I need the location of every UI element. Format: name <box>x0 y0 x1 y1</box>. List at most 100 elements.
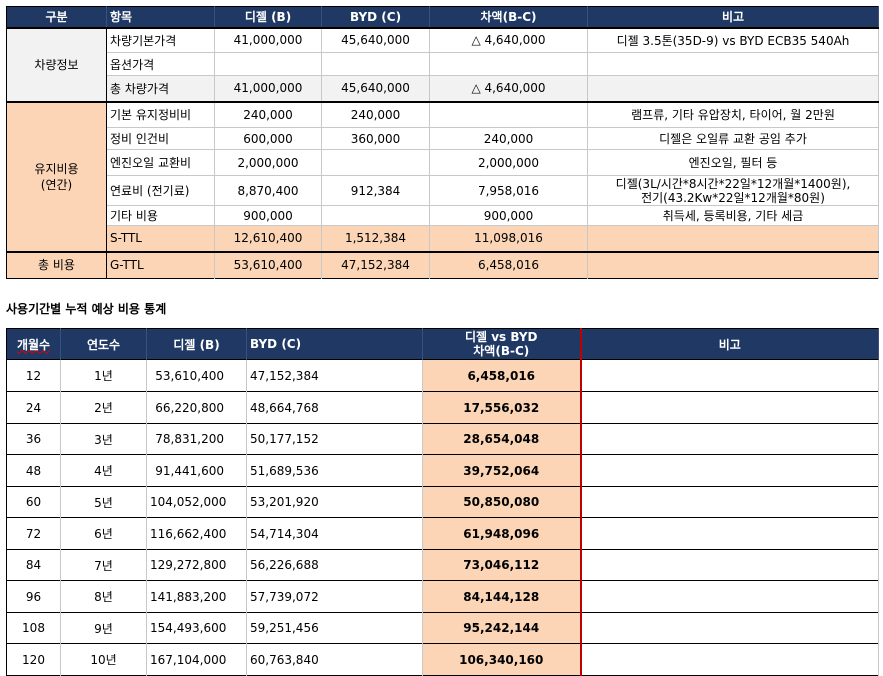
cell-diesel: 167,104,000 <box>146 643 247 676</box>
cell-byd: 47,152,384 <box>321 250 430 279</box>
cell-byd: 360,000 <box>321 127 430 150</box>
header-category: 구분 <box>6 6 107 28</box>
row-item: 엔진오일 교환비 <box>106 149 215 176</box>
cell-diff: △ 4,640,000 <box>429 26 588 53</box>
row-item: 총 차량가격 <box>106 75 215 102</box>
cell-diff: 11,098,016 <box>429 225 588 252</box>
table-row: 연료비 (전기료) 8,870,400 912,384 7,958,016 디젤… <box>7 175 879 206</box>
header-item: 항목 <box>106 6 215 28</box>
cell-diesel: 240,000 <box>214 100 322 128</box>
cell-diff: 84,144,128 <box>422 580 582 613</box>
table-row: 유지비용 (연간) 기본 유지정비비 240,000 240,000 램프류, … <box>6 100 879 252</box>
cell-years: 9년 <box>60 612 147 644</box>
cell-months: 84 <box>6 549 61 581</box>
cell-years: 10년 <box>60 643 147 676</box>
cell-months: 72 <box>6 517 61 550</box>
cell-note <box>580 454 879 487</box>
table-row: 12 1년 53,610,400 47,152,384 6,458,016 <box>6 359 879 392</box>
cell-diff: 73,046,112 <box>422 549 582 581</box>
cell-byd <box>321 149 430 176</box>
header-byd: BYD (C) <box>321 6 430 28</box>
group-total: 총 비용 <box>6 250 107 279</box>
row-item: 정비 인건비 <box>106 127 215 150</box>
cell-note <box>587 250 879 279</box>
cell-diff: 61,948,096 <box>422 517 582 550</box>
header-diff: 디젤 vs BYD 차액(B-C) <box>422 328 582 360</box>
table-row: 36 3년 78,831,200 50,177,152 28,654,048 <box>6 423 879 455</box>
cell-note <box>580 423 879 455</box>
cell-diesel: 8,870,400 <box>214 175 322 206</box>
cell-byd: 50,177,152 <box>246 423 423 455</box>
subtotal-row: S-TTL 12,610,400 1,512,384 11,098,016 <box>6 225 879 252</box>
cell-note <box>587 75 879 102</box>
cell-diesel: 900,000 <box>214 205 322 226</box>
cell-note <box>580 549 879 581</box>
row-item: 기본 유지정비비 <box>106 100 215 128</box>
table-row: 기타 비용 900,000 900,000 취득세, 등록비용, 기타 세금 <box>7 205 879 226</box>
table-row: 24 2년 66,220,800 48,664,768 17,556,032 <box>6 391 879 424</box>
cell-byd: 60,763,840 <box>246 643 423 676</box>
cell-diesel: 12,610,400 <box>214 225 322 252</box>
cell-diesel: 116,662,400 <box>146 517 247 550</box>
note-line: 디젤(3L/시간*8시간*22일*12개월*1400원), <box>615 176 851 191</box>
table-header-row: 개월수 연도수 디젤 (B) BYD (C) 디젤 vs BYD 차액(B-C)… <box>6 328 879 360</box>
cost-comparison-table: 구분 항목 디젤 (B) BYD (C) 차액(B-C) 비고 차량정보 차량기… <box>6 6 879 279</box>
header-months: 개월수 <box>6 328 61 360</box>
cell-years: 5년 <box>60 486 147 518</box>
cell-diff: 6,458,016 <box>429 250 588 279</box>
cell-diesel: 41,000,000 <box>214 26 322 53</box>
table-row: 96 8년 141,883,200 57,739,072 84,144,128 <box>6 580 879 613</box>
total-row: 총 비용 G-TTL 53,610,400 47,152,384 6,458,0… <box>6 250 879 279</box>
header-years: 연도수 <box>60 328 147 360</box>
cell-months: 60 <box>6 486 61 518</box>
cell-byd <box>321 52 430 76</box>
cell-note <box>587 52 879 76</box>
header-diff: 차액(B-C) <box>429 6 588 28</box>
cell-byd <box>321 205 430 226</box>
cell-note: 디젤 3.5톤(35D-9) vs BYD ECB35 540Ah <box>587 26 879 53</box>
cell-diesel: 129,272,800 <box>146 549 247 581</box>
cell-years: 7년 <box>60 549 147 581</box>
cell-months: 96 <box>6 580 61 613</box>
cell-byd: 56,226,688 <box>246 549 423 581</box>
cell-diesel: 2,000,000 <box>214 149 322 176</box>
cell-diff: 2,000,000 <box>429 149 588 176</box>
cell-years: 3년 <box>60 423 147 455</box>
cell-byd: 240,000 <box>321 100 430 128</box>
row-item: G-TTL <box>106 250 215 279</box>
cell-note <box>580 612 879 644</box>
row-item: 연료비 (전기료) <box>106 175 215 206</box>
cell-months: 12 <box>6 359 61 392</box>
cell-byd: 53,201,920 <box>246 486 423 518</box>
table-row: 48 4년 91,441,600 51,689,536 39,752,064 <box>6 454 879 487</box>
cell-byd: 51,689,536 <box>246 454 423 487</box>
cell-note: 램프류, 기타 유압장치, 타이어, 월 2만원 <box>587 100 879 128</box>
table-row: 72 6년 116,662,400 54,714,304 61,948,096 <box>6 517 879 550</box>
cell-note <box>587 225 879 252</box>
cell-diesel: 66,220,800 <box>146 391 247 424</box>
cell-diesel: 104,052,000 <box>146 486 247 518</box>
cell-note: 디젤(3L/시간*8시간*22일*12개월*1400원), 전기(43.2Kw*… <box>587 175 879 206</box>
table-row: 108 9년 154,493,600 59,251,456 95,242,144 <box>6 612 879 644</box>
cell-note <box>580 486 879 518</box>
row-item: 기타 비용 <box>106 205 215 226</box>
table-row: 84 7년 129,272,800 56,226,688 73,046,112 <box>6 549 879 581</box>
cell-byd: 912,384 <box>321 175 430 206</box>
cell-byd: 45,640,000 <box>321 75 430 102</box>
cell-diesel: 600,000 <box>214 127 322 150</box>
cell-diff: 28,654,048 <box>422 423 582 455</box>
cell-diesel: 41,000,000 <box>214 75 322 102</box>
cell-diff: 7,958,016 <box>429 175 588 206</box>
cell-months: 120 <box>6 643 61 676</box>
table-header-row: 구분 항목 디젤 (B) BYD (C) 차액(B-C) 비고 <box>6 6 879 28</box>
cell-note <box>580 359 879 392</box>
cell-byd: 57,739,072 <box>246 580 423 613</box>
cell-diesel: 141,883,200 <box>146 580 247 613</box>
table-row: 엔진오일 교환비 2,000,000 2,000,000 엔진오일, 필터 등 <box>7 149 879 176</box>
cell-byd: 45,640,000 <box>321 26 430 53</box>
cell-diff: △ 4,640,000 <box>429 75 588 102</box>
cell-byd: 48,664,768 <box>246 391 423 424</box>
header-diesel: 디젤 (B) <box>146 328 247 360</box>
cell-byd: 59,251,456 <box>246 612 423 644</box>
cell-diff: 50,850,080 <box>422 486 582 518</box>
